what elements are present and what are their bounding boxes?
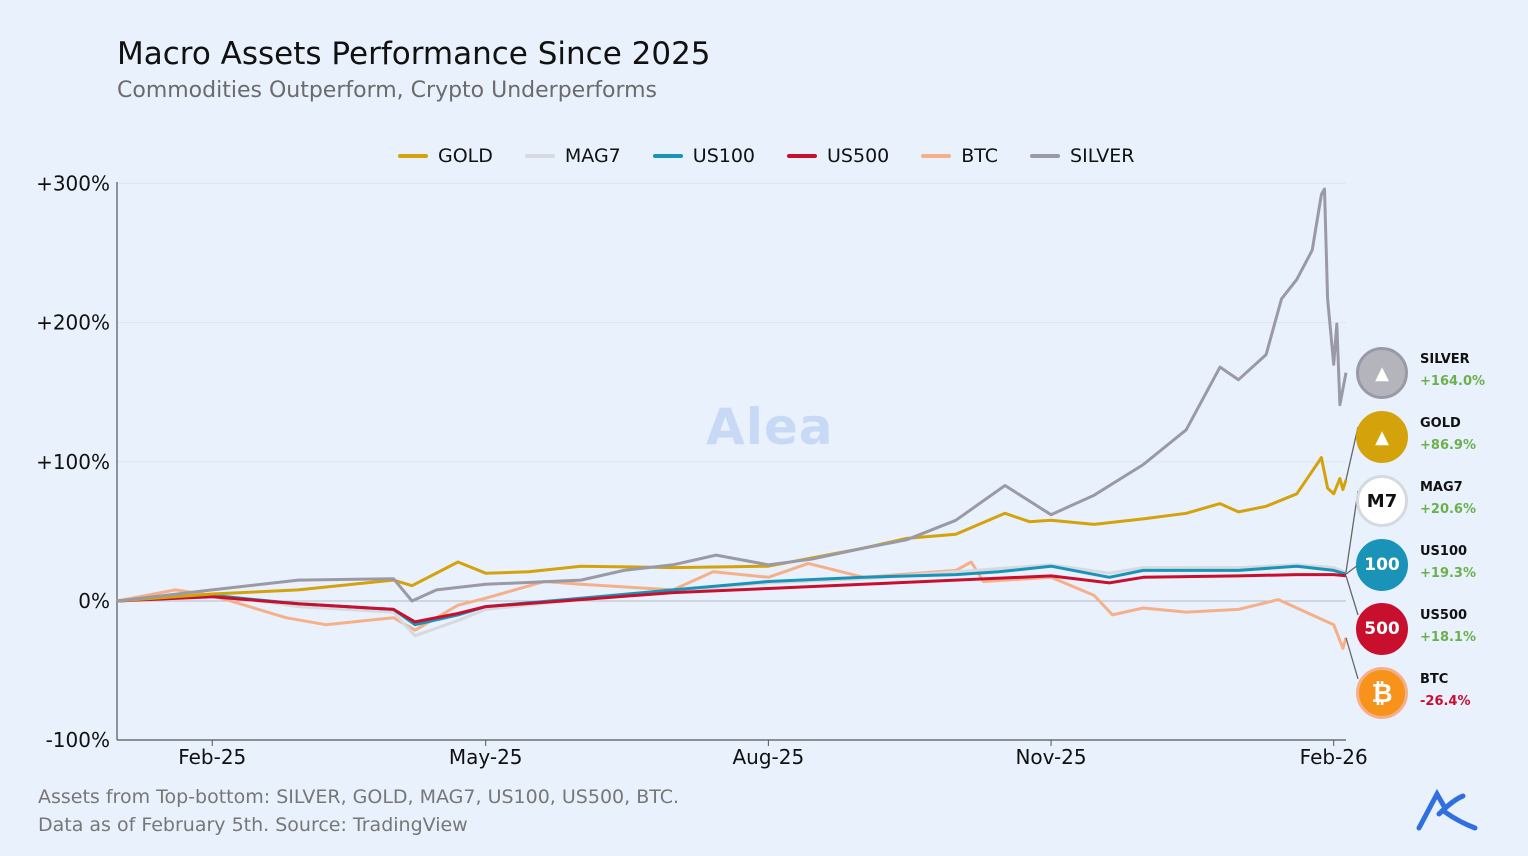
legend-label: GOLD (438, 145, 493, 167)
end-label-value: +18.1% (1420, 630, 1476, 645)
footer-source: Data as of February 5th. Source: Trading… (38, 814, 468, 836)
us100-icon: 100 (1356, 539, 1408, 591)
silver-bars-icon: ▲ (1356, 347, 1408, 399)
magnificent-7-icon: M7 (1356, 475, 1408, 527)
legend-label: BTC (961, 145, 999, 167)
alea-logo (1415, 788, 1479, 836)
legend-label: US100 (692, 145, 756, 167)
end-label-name: BTC (1420, 672, 1449, 687)
legend-item-us100: US100 (652, 145, 756, 167)
gold-bars-icon: ▲ (1356, 411, 1408, 463)
x-tick-label: May-25 (449, 745, 523, 769)
legend-item-us500: US500 (787, 145, 889, 167)
x-tick-label: Aug-25 (733, 745, 805, 769)
end-label-name: GOLD (1420, 416, 1461, 431)
end-label-name: US500 (1420, 608, 1468, 623)
leader-line (1345, 575, 1359, 616)
end-label-value: +86.9% (1420, 438, 1476, 453)
chart-subtitle: Commodities Outperform, Crypto Underperf… (117, 78, 658, 103)
end-label-value: +19.3% (1420, 566, 1476, 581)
leader-line (1345, 637, 1359, 680)
us500-icon: 500 (1356, 603, 1408, 655)
end-label-name: US100 (1420, 544, 1468, 559)
legend-swatch (787, 154, 818, 158)
legend-item-mag7: MAG7 (524, 145, 621, 167)
series-line-silver (116, 187, 1348, 603)
end-label-value: +20.6% (1420, 502, 1476, 517)
y-tick-label: +100% (36, 450, 110, 474)
legend-swatch (524, 154, 555, 158)
bitcoin-icon: ₿ (1356, 667, 1408, 719)
legend-swatch (921, 154, 952, 158)
footer-note: Assets from Top-bottom: SILVER, GOLD, MA… (38, 786, 680, 808)
legend-swatch (398, 154, 428, 158)
end-label-value: +164.0% (1420, 374, 1486, 389)
legend-label: US500 (827, 145, 890, 167)
end-label-value: -26.4% (1420, 694, 1471, 709)
legend-item-btc: BTC (921, 145, 998, 167)
series-line-mag7 (116, 563, 1347, 638)
x-tick-label: Nov-25 (1015, 745, 1086, 769)
y-tick-label: +300% (36, 171, 110, 195)
legend-item-gold: GOLD (398, 145, 493, 167)
series-line-us500 (116, 573, 1347, 624)
series-line-gold (116, 456, 1348, 603)
end-label-name: MAG7 (1420, 480, 1463, 495)
legend-swatch (652, 154, 683, 158)
legend-label: SILVER (1070, 145, 1135, 167)
legend: GOLD MAG7 US100 US500 BTC SILVER (398, 145, 1134, 167)
x-tick-label: Feb-25 (178, 745, 246, 769)
chart-title: Macro Assets Performance Since 2025 (117, 36, 711, 72)
legend-item-silver: SILVER (1030, 145, 1134, 167)
legend-swatch (1030, 154, 1061, 158)
watermark: Alea (706, 398, 834, 456)
y-tick-label: -100% (46, 728, 110, 752)
end-label-name: SILVER (1420, 352, 1470, 367)
y-tick-label: 0% (78, 589, 110, 613)
series-line-btc (116, 560, 1348, 650)
y-tick-label: +200% (36, 311, 110, 335)
x-tick-label: Feb-26 (1300, 745, 1368, 769)
legend-label: MAG7 (564, 145, 621, 167)
